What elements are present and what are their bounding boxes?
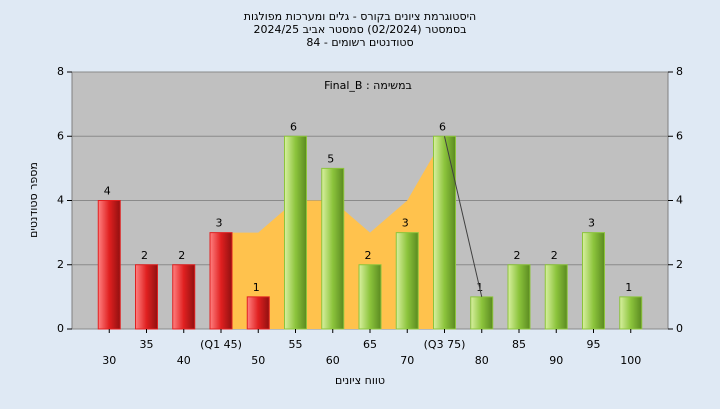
bar xyxy=(321,167,345,330)
y2-tick-label: 6 xyxy=(676,129,683,142)
value-label: 3 xyxy=(216,217,223,230)
x-tick-label: 35 xyxy=(140,338,154,351)
value-label: 2 xyxy=(141,249,148,262)
bar xyxy=(358,264,382,330)
y2-tick-label: 8 xyxy=(676,65,683,78)
bar xyxy=(582,232,605,330)
x-axis-label: טווח ציונים xyxy=(335,374,385,387)
x-tick-label: 50 xyxy=(251,354,265,367)
bar xyxy=(507,264,531,330)
bar xyxy=(619,296,643,330)
bar xyxy=(284,135,307,330)
y-tick-label: 2 xyxy=(57,258,64,271)
value-label: 3 xyxy=(588,217,595,230)
line xyxy=(444,136,483,297)
x-tick-label: 65 xyxy=(363,338,377,351)
y2-tick-label: 2 xyxy=(676,258,683,271)
value-label: 2 xyxy=(365,249,372,262)
annotation: Final_B : במשימה xyxy=(324,79,412,92)
x-tick-label: 85 xyxy=(512,338,526,351)
x-tick-label: (Q1 45) xyxy=(200,338,242,351)
bar xyxy=(135,264,158,330)
value-label: 2 xyxy=(514,249,521,262)
bar xyxy=(209,232,233,330)
y-tick-label: 0 xyxy=(57,322,64,335)
value-label: 1 xyxy=(253,281,260,294)
bar xyxy=(97,200,121,330)
bar xyxy=(172,264,196,330)
x-tick-label: 30 xyxy=(102,354,116,367)
y-tick-label: 6 xyxy=(57,129,64,142)
y2-tick-label: 0 xyxy=(676,322,683,335)
y2-tick-label: 4 xyxy=(676,194,683,207)
value-label: 6 xyxy=(439,120,446,133)
x-tick-label: 60 xyxy=(326,354,340,367)
value-label: 3 xyxy=(402,217,409,230)
value-label: 4 xyxy=(104,185,111,198)
x-tick-label: 70 xyxy=(400,354,414,367)
value-label: 2 xyxy=(551,249,558,262)
title-line: היסטוגרמת ציונים בקורס - גלים ומערכות מפ… xyxy=(244,10,476,23)
y-axis-label: מספר סטודנטים xyxy=(27,162,40,238)
title-line: בסמסטר (02/2024) סמסטר אביב 2024/25 xyxy=(253,23,466,36)
value-label: 5 xyxy=(327,152,334,165)
x-tick-label: (Q3 75) xyxy=(424,338,466,351)
title-line: סטודנטים רשומים - 84 xyxy=(306,36,413,49)
bar xyxy=(395,232,419,330)
y-tick-label: 8 xyxy=(57,65,64,78)
x-tick-label: 40 xyxy=(177,354,191,367)
bar xyxy=(433,135,456,330)
x-tick-label: 80 xyxy=(475,354,489,367)
x-tick-label: 55 xyxy=(289,338,303,351)
value-label: 1 xyxy=(625,281,632,294)
bar xyxy=(544,264,568,330)
bar xyxy=(246,296,270,330)
value-label: 6 xyxy=(290,120,297,133)
value-label: 2 xyxy=(178,249,185,262)
y-tick-label: 4 xyxy=(57,194,64,207)
x-tick-label: 100 xyxy=(620,354,641,367)
bar xyxy=(470,296,494,330)
x-tick-label: 90 xyxy=(549,354,563,367)
x-tick-label: 95 xyxy=(587,338,601,351)
